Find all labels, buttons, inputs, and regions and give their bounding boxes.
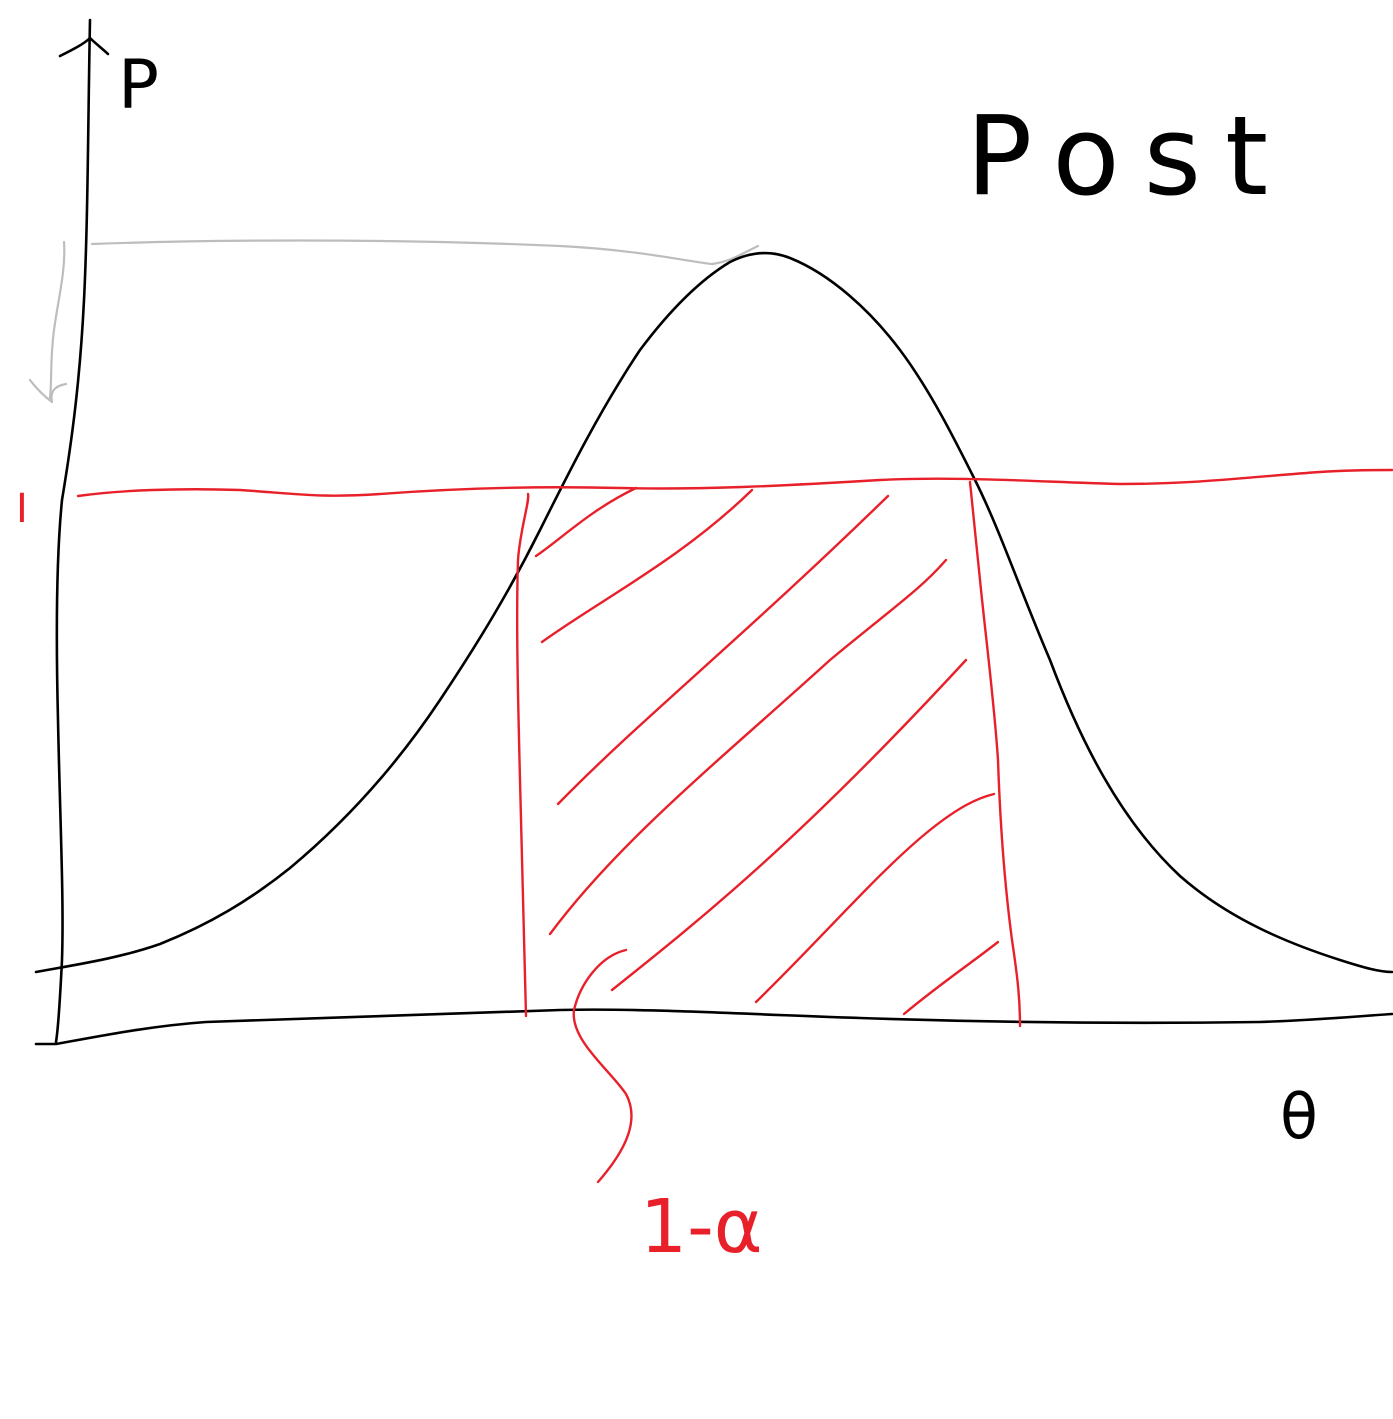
region-left-boundary (515, 492, 530, 1018)
x-axis (34, 1008, 1393, 1046)
threshold-label: I (16, 486, 28, 532)
hatch-line (610, 658, 968, 992)
peak-guide (28, 239, 760, 404)
threshold-line (76, 468, 1393, 498)
hatch-line (534, 486, 638, 558)
area-label: 1-α (640, 1184, 763, 1270)
posterior-curve (34, 251, 1393, 974)
area-label-pointer (572, 948, 633, 1184)
axes (34, 18, 1393, 1046)
hatch-line (902, 940, 1000, 1016)
credible-region: 1-α (515, 480, 1022, 1270)
peak-guide-arrow-shaft (48, 240, 66, 400)
y-axis (54, 18, 92, 1044)
hatch-line (556, 494, 890, 806)
hatch-line (540, 488, 754, 644)
region-right-boundary (968, 480, 1022, 1028)
peak-guide-line (90, 239, 760, 266)
diagram-title: Post (966, 92, 1292, 220)
y-axis-label: P (118, 46, 159, 125)
hatch-line (754, 792, 996, 1004)
y-axis-arrow-icon (58, 36, 110, 58)
peak-guide-arrow-head (28, 378, 68, 404)
x-axis-label: θ (1280, 1080, 1318, 1153)
hatch-line (548, 558, 948, 936)
threshold: I (16, 468, 1393, 532)
